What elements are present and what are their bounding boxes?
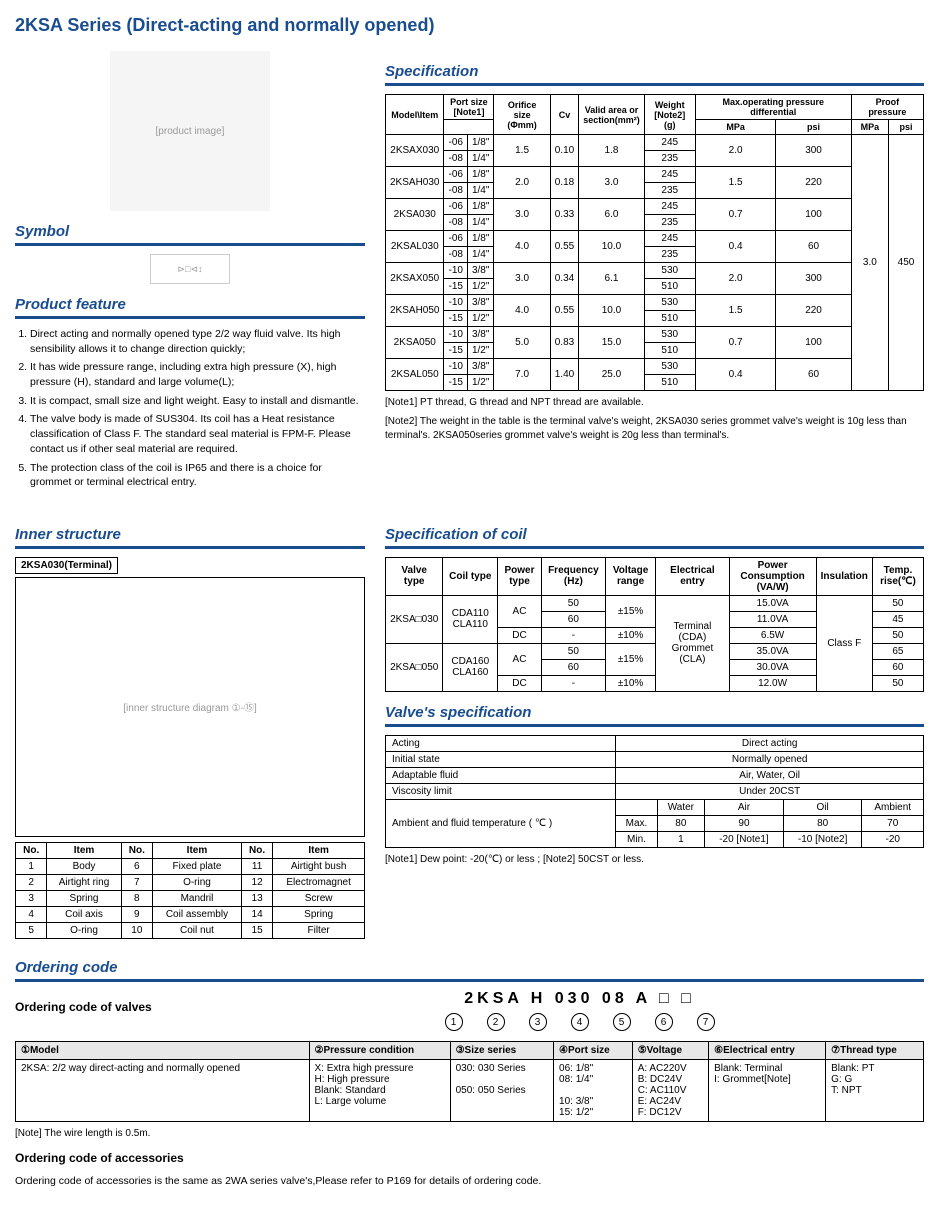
- symbol-diagram: ⊳□⊲↕: [150, 254, 230, 284]
- feature-title: Product feature: [15, 296, 365, 319]
- spec-title: Specification: [385, 63, 924, 86]
- inner-title: Inner structure: [15, 526, 365, 549]
- inner-structure-diagram: [inner structure diagram ①-⑮]: [15, 577, 365, 837]
- feature-item: It has wide pressure range, including ex…: [30, 360, 365, 389]
- valvespec-title: Valve's specification: [385, 704, 924, 727]
- order-title: Ordering code: [15, 959, 924, 982]
- order-valve-label: Ordering code of valves: [15, 1000, 215, 1014]
- features-list: Direct acting and normally opened type 2…: [15, 327, 365, 490]
- feature-item: It is compact, small size and light weig…: [30, 394, 365, 409]
- spec-note2: [Note2] The weight in the table is the t…: [385, 415, 924, 443]
- product-image: [product image]: [110, 51, 270, 211]
- symbol-title: Symbol: [15, 223, 365, 246]
- coil-title: Specification of coil: [385, 526, 924, 549]
- order-code: 2KSA H 030 08 A □ □: [235, 990, 924, 1008]
- feature-item: The valve body is made of SUS304. Its co…: [30, 412, 365, 456]
- feature-item: The protection class of the coil is IP65…: [30, 461, 365, 490]
- struct-label: 2KSA030(Terminal): [15, 557, 118, 574]
- order-note: [Note] The wire length is 0.5m.: [15, 1127, 924, 1141]
- page-title: 2KSA Series (Direct-acting and normally …: [15, 15, 924, 36]
- feature-item: Direct acting and normally opened type 2…: [30, 327, 365, 356]
- order-circles: 1234567: [235, 1013, 924, 1031]
- order-acc-label: Ordering code of accessories: [15, 1151, 924, 1165]
- order-acc-text: Ordering code of accessories is the same…: [15, 1175, 924, 1187]
- struct-table: No.ItemNo.ItemNo.Item1Body6Fixed plate11…: [15, 842, 365, 939]
- spec-note1: [Note1] PT thread, G thread and NPT thre…: [385, 396, 924, 410]
- coil-table: Valve typeCoil typePower typeFrequency (…: [385, 557, 924, 692]
- spec-table: Model\ItemPort size[Note1]Orifice size(Φ…: [385, 94, 924, 391]
- valve-note: [Note1] Dew point: -20(℃) or less ; [Not…: [385, 853, 924, 867]
- order-table: ①Model②Pressure condition③Size series④Po…: [15, 1041, 924, 1122]
- valvespec-table: ActingDirect actingInitial stateNormally…: [385, 735, 924, 848]
